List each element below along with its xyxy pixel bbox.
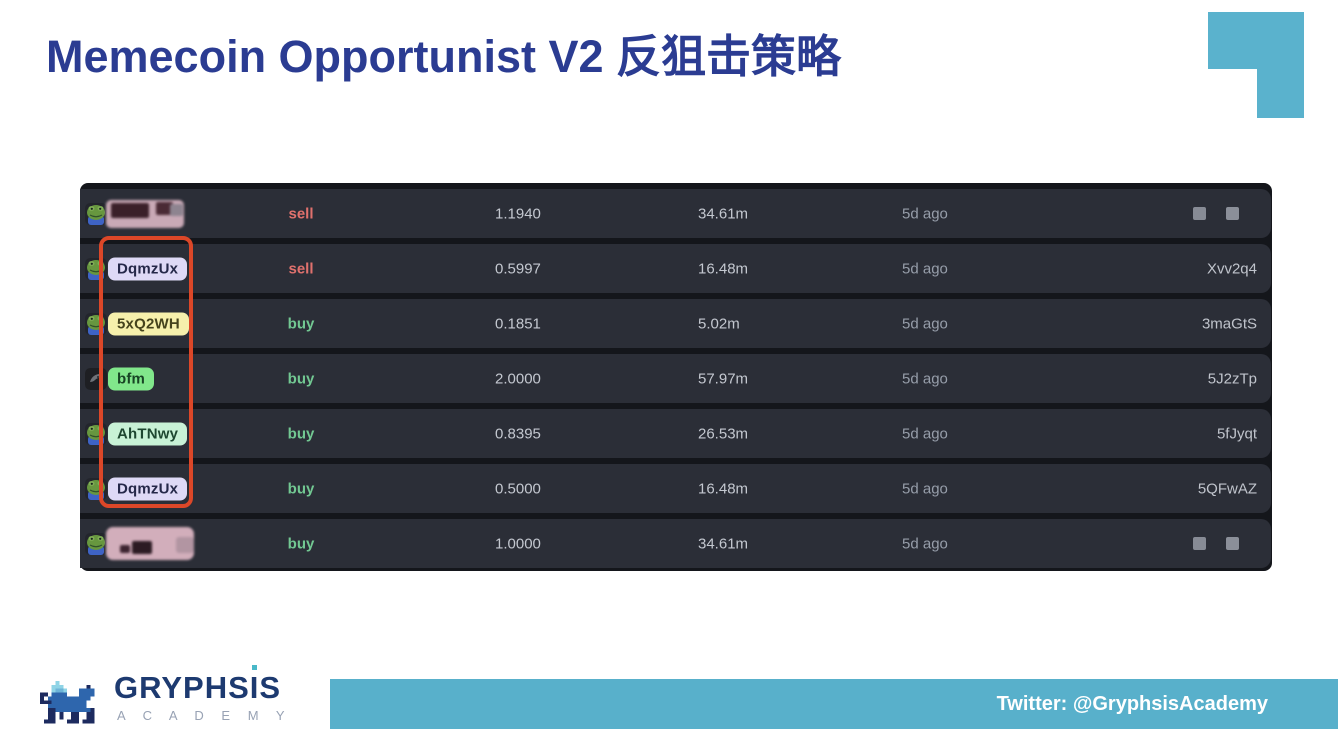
- table-row[interactable]: bfm buy 2.0000 57.97m 5d ago 5J2zTp: [80, 354, 1271, 403]
- brand-dotted-i: I: [249, 670, 260, 705]
- trade-time: 5d ago: [902, 425, 948, 442]
- trader-avatar-icon: [85, 312, 107, 335]
- table-row[interactable]: AhTNwy buy 0.8395 26.53m 5d ago 5fJyqt: [80, 409, 1271, 458]
- trades-table: sell 1.1940 34.61m 5d ago DqmzUx sell 0.…: [80, 183, 1272, 571]
- twitter-handle: Twitter: @GryphsisAcademy: [996, 692, 1268, 715]
- trade-action: buy: [287, 425, 315, 442]
- trade-time: 5d ago: [902, 535, 948, 552]
- trade-action: sell: [288, 260, 314, 277]
- trade-time: 5d ago: [902, 315, 948, 332]
- tx-hash-link[interactable]: 5fJyqt: [1216, 425, 1257, 442]
- table-row[interactable]: sell 1.1940 34.61m 5d ago: [80, 189, 1271, 238]
- table-row[interactable]: DqmzUx sell 0.5997 16.48m 5d ago Xvv2q4: [80, 244, 1271, 293]
- trade-time: 5d ago: [902, 260, 948, 277]
- trade-amount: 5.02m: [698, 315, 740, 332]
- trade-price: 1.1940: [495, 205, 541, 222]
- censored-tx-icon: [1173, 536, 1239, 551]
- trade-amount: 57.97m: [698, 370, 749, 387]
- trader-badge[interactable]: DqmzUx: [108, 477, 188, 500]
- trader-badge[interactable]: AhTNwy: [108, 422, 188, 445]
- trader-avatar-icon: [85, 477, 107, 500]
- tx-hash-link[interactable]: Xvv2q4: [1206, 260, 1257, 277]
- trade-price: 0.8395: [495, 425, 541, 442]
- dragon-logo-icon: [40, 680, 95, 724]
- trade-amount: 16.48m: [698, 480, 749, 497]
- trade-time: 5d ago: [902, 480, 948, 497]
- table-row[interactable]: DqmzUx buy 0.5000 16.48m 5d ago 5QFwAZ: [80, 464, 1271, 513]
- trade-action: buy: [287, 315, 315, 332]
- trade-price: 1.0000: [495, 535, 541, 552]
- trade-action: buy: [287, 480, 315, 497]
- logo-text: GRYPHSIS A C A D E M Y: [114, 670, 292, 723]
- trader-avatar-icon: [85, 257, 107, 280]
- trader-avatar-icon: [85, 202, 107, 225]
- footer-banner: Twitter: @GryphsisAcademy: [330, 679, 1338, 729]
- censored-name: [106, 199, 192, 229]
- trade-action: buy: [287, 370, 315, 387]
- trade-amount: 26.53m: [698, 425, 749, 442]
- trade-amount: 34.61m: [698, 205, 749, 222]
- censored-name: [106, 526, 194, 560]
- trade-time: 5d ago: [902, 205, 948, 222]
- trader-avatar-icon: [85, 422, 107, 445]
- trade-price: 2.0000: [495, 370, 541, 387]
- tx-hash-link[interactable]: 5J2zTp: [1207, 370, 1257, 387]
- trade-amount: 34.61m: [698, 535, 749, 552]
- trader-badge[interactable]: 5xQ2WH: [108, 312, 189, 335]
- gryphsis-logo: GRYPHSIS A C A D E M Y: [40, 670, 292, 736]
- trade-action: sell: [288, 205, 314, 222]
- trade-price: 0.5000: [495, 480, 541, 497]
- tx-hash-link[interactable]: 5QFwAZ: [1197, 480, 1257, 497]
- trade-price: 0.5997: [495, 260, 541, 277]
- brand-subtitle: A C A D E M Y: [117, 707, 292, 723]
- censored-tx-icon: [1173, 206, 1239, 221]
- corner-accent-shape: [1257, 12, 1304, 118]
- table-row[interactable]: buy 1.0000 34.61m 5d ago: [80, 519, 1271, 568]
- trader-badge[interactable]: bfm: [108, 367, 155, 390]
- tx-hash-link[interactable]: 3maGtS: [1201, 315, 1257, 332]
- trader-badge[interactable]: DqmzUx: [108, 257, 188, 280]
- trade-action: buy: [287, 535, 315, 552]
- brand-name: GRYPHSIS: [114, 670, 282, 705]
- trade-price: 0.1851: [495, 315, 541, 332]
- slide-title: Memecoin Opportunist V2 反狙击策略: [46, 31, 842, 82]
- table-row[interactable]: 5xQ2WH buy 0.1851 5.02m 5d ago 3maGtS: [80, 299, 1271, 348]
- trader-avatar-icon: [85, 532, 107, 555]
- trader-avatar-icon: [85, 367, 107, 390]
- trade-time: 5d ago: [902, 370, 948, 387]
- trade-amount: 16.48m: [698, 260, 749, 277]
